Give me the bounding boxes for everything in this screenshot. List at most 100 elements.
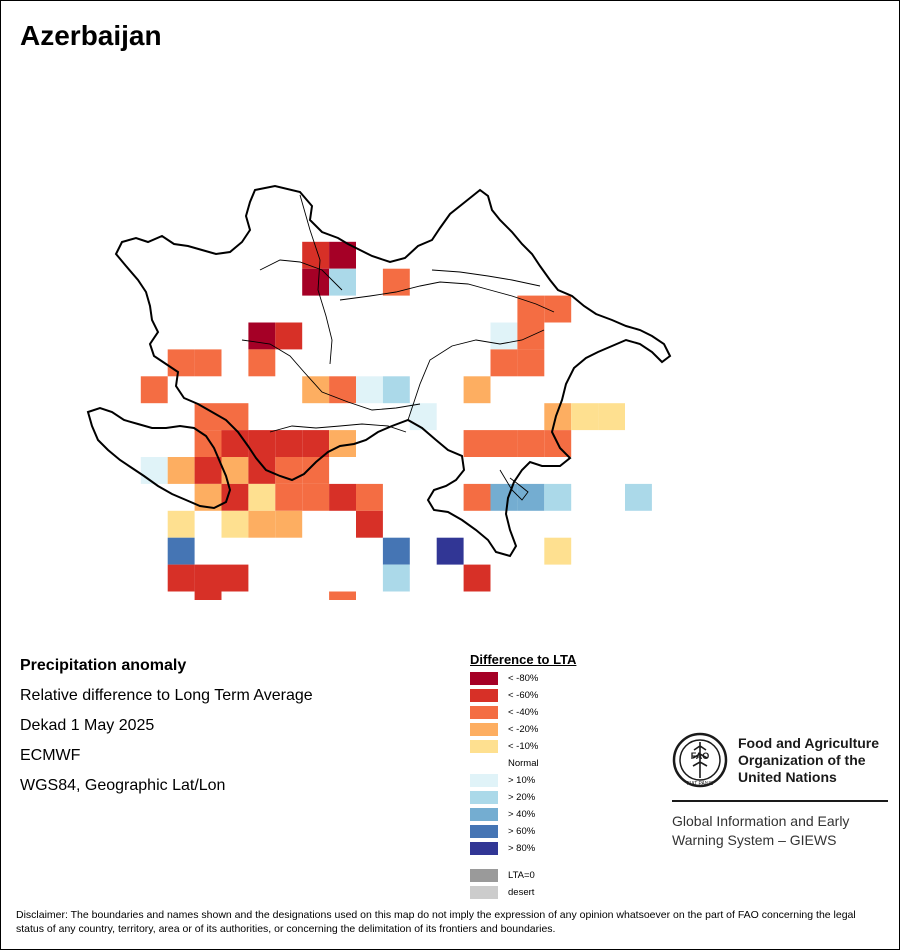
giews-line-1: Global Information and Early — [672, 813, 850, 829]
anomaly-cell — [248, 349, 276, 377]
anomaly-cell — [356, 510, 383, 538]
legend-extra-swatch — [470, 869, 498, 882]
anomaly-cell — [167, 349, 195, 377]
anomaly-cell — [463, 430, 491, 457]
anomaly-cell — [275, 483, 303, 511]
anomaly-cell — [517, 430, 545, 457]
legend-class-swatch — [470, 672, 498, 685]
legend-class-label: > 80% — [508, 843, 536, 854]
anomaly-cell — [517, 295, 545, 323]
info-line-4: WGS84, Geographic Lat/Lon — [20, 777, 226, 794]
legend-class-label: < -10% — [508, 741, 539, 752]
anomaly-cell — [490, 483, 518, 511]
fao-name: Food and Agriculture Organization of the… — [738, 735, 879, 786]
map-title: Azerbaijan — [20, 20, 162, 51]
anomaly-grid — [140, 241, 652, 600]
legend-class-swatch — [470, 689, 498, 702]
anomaly-cell — [329, 376, 356, 404]
anomaly-cell — [167, 537, 195, 565]
legend-class-swatch — [470, 791, 498, 804]
legend-class-row: > 80% — [470, 840, 576, 857]
anomaly-cell — [571, 403, 599, 431]
anomaly-cell — [167, 457, 195, 484]
anomaly-cell — [356, 483, 383, 511]
anomaly-cell — [248, 483, 276, 511]
anomaly-cell — [302, 430, 330, 457]
legend-class-row: < -10% — [470, 738, 576, 755]
anomaly-cell — [194, 430, 222, 457]
anomaly-cell — [382, 564, 410, 592]
anomaly-cell — [625, 483, 652, 511]
legend-class-label: > 10% — [508, 775, 536, 786]
anomaly-cell — [221, 457, 249, 484]
anomaly-cell — [221, 430, 249, 457]
legend-class-swatch — [470, 757, 498, 770]
info-heading: Precipitation anomaly — [20, 657, 187, 674]
anomaly-cell — [221, 483, 249, 511]
info-line-2: Dekad 1 May 2025 — [20, 717, 155, 734]
anomaly-cell — [544, 537, 572, 565]
giews-name: Global Information and Early Warning Sys… — [672, 812, 849, 850]
anomaly-cell — [382, 537, 410, 565]
anomaly-cell — [275, 510, 303, 538]
anomaly-cell — [302, 483, 330, 511]
anomaly-cell — [544, 483, 572, 511]
legend-class-row: < -60% — [470, 687, 576, 704]
country-boundary — [86, 184, 672, 558]
legend-class-row: > 10% — [470, 772, 576, 789]
legend-class-row: > 20% — [470, 789, 576, 806]
anomaly-cell — [221, 510, 249, 538]
anomaly-cell — [382, 268, 410, 296]
legend-class-row: Normal — [470, 755, 576, 772]
legend-class-label: Normal — [508, 758, 539, 769]
legend-class-row: > 60% — [470, 823, 576, 840]
fao-divider — [672, 800, 888, 802]
legend-extra-row: desert — [470, 884, 576, 901]
info-line-3: ECMWF — [20, 747, 81, 764]
legend-title: Difference to LTA — [470, 652, 577, 667]
legend-extra: LTA=0 desert — [470, 867, 576, 901]
giews-line-2: Warning System – GIEWS — [672, 832, 837, 848]
anomaly-cell — [463, 564, 491, 592]
legend-class-label: > 60% — [508, 826, 536, 837]
anomaly-cell — [409, 403, 437, 431]
legend-class-swatch — [470, 723, 498, 736]
legend-class-row: < -80% — [470, 670, 576, 687]
legend-class-swatch — [470, 825, 498, 838]
fao-logo-text: FAO — [691, 751, 710, 761]
anomaly-cell — [194, 403, 222, 431]
anomaly-cell — [275, 430, 303, 457]
fao-logo-motto: FIAT PANIS — [687, 781, 714, 787]
anomaly-cell — [302, 376, 330, 404]
anomaly-cell — [329, 268, 356, 296]
fao-name-line-2: Organization of the — [738, 752, 866, 768]
anomaly-cell — [329, 591, 356, 600]
anomaly-cell — [544, 403, 572, 431]
anomaly-map — [86, 184, 672, 600]
anomaly-cell — [140, 457, 168, 484]
anomaly-cell — [436, 537, 464, 565]
legend-extra-label: LTA=0 — [508, 870, 535, 881]
anomaly-cell — [140, 376, 168, 404]
anomaly-cell — [275, 322, 303, 350]
map-info: Precipitation anomaly Relative differenc… — [20, 656, 313, 806]
legend-class-row: > 40% — [470, 806, 576, 823]
anomaly-cell — [356, 376, 383, 404]
legend-class-swatch — [470, 842, 498, 855]
fao-name-line-1: Food and Agriculture — [738, 735, 880, 751]
legend-class-label: < -80% — [508, 673, 539, 684]
anomaly-cell — [517, 349, 545, 377]
legend-extra-swatch — [470, 886, 498, 899]
anomaly-cell — [463, 349, 491, 377]
legend-class-swatch — [470, 740, 498, 753]
anomaly-cell — [598, 403, 625, 431]
legend-class-label: > 20% — [508, 792, 536, 803]
anomaly-cell — [544, 295, 572, 323]
fao-name-line-3: United Nations — [738, 769, 837, 785]
anomaly-cell — [167, 510, 195, 538]
anomaly-cell — [194, 457, 222, 484]
legend-class-label: > 40% — [508, 809, 536, 820]
legend-extra-label: desert — [508, 887, 535, 898]
legend: Difference to LTA < -80% < -60% < -40% < -2… — [470, 652, 576, 901]
anomaly-cell — [463, 483, 491, 511]
